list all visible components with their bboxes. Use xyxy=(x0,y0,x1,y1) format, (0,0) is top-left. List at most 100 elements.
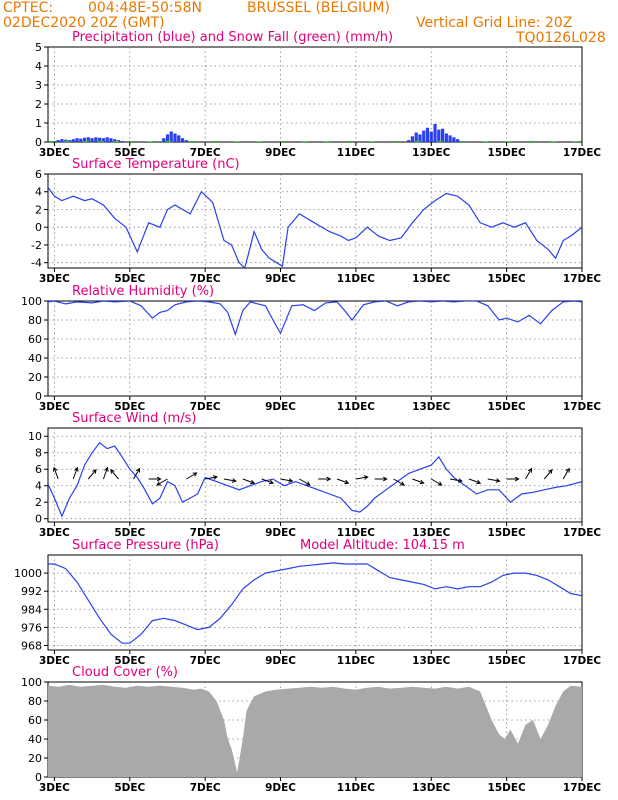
wind-arrow-shaft xyxy=(487,478,500,482)
panel-title-cloud: Cloud Cover (%) xyxy=(72,665,178,680)
x-tick-label: 15DEC xyxy=(488,782,527,794)
wind-arrow-head xyxy=(156,476,162,482)
wind-arrow-head xyxy=(213,475,219,480)
x-tick-label: 11DEC xyxy=(337,273,376,285)
wind-arrow xyxy=(355,475,369,480)
x-tick-label: 17DEC xyxy=(563,655,602,667)
snow-bar xyxy=(459,141,466,142)
wind-arrow-shaft xyxy=(581,478,582,479)
snow-bar xyxy=(113,141,120,142)
precip-bar xyxy=(444,133,448,142)
precip-bar xyxy=(169,131,173,142)
y-tick-label: 2 xyxy=(35,203,42,216)
header-coords: 004:48E-50:58N xyxy=(88,0,202,16)
wind-arrow xyxy=(525,467,533,480)
x-tick-label: 3DEC xyxy=(39,782,70,794)
header-source: CPTEC: xyxy=(3,0,54,16)
snow-bar xyxy=(391,141,398,142)
wind-arrow-head xyxy=(305,481,311,486)
wind-arrow-head xyxy=(135,467,140,473)
panel-title-precip: Precipitation (blue) and Snow Fall (gree… xyxy=(72,30,393,45)
x-tick-label: 3DEC xyxy=(39,527,70,539)
wind-arrow-shaft xyxy=(412,478,424,484)
y-tick-label: 968 xyxy=(21,639,42,652)
y-tick-label: 100 xyxy=(21,676,42,689)
x-tick-label: 3DEC xyxy=(39,147,70,159)
wind-arrow-head xyxy=(250,479,256,485)
y-tick-label: 976 xyxy=(21,621,42,634)
wind-arrow xyxy=(450,478,463,483)
wind-arrow-head xyxy=(110,468,115,474)
snow-bar xyxy=(550,141,557,142)
wind-arrow xyxy=(562,467,570,480)
wind-arrow-shaft xyxy=(355,476,368,480)
precip-bar xyxy=(448,135,452,142)
panel-title-temp: Surface Temperature (nC) xyxy=(72,157,240,172)
wind-arrow-head xyxy=(268,479,274,485)
snow-bar xyxy=(64,141,71,142)
x-tick-label: 5DEC xyxy=(114,273,145,285)
x-tick-label: 3DEC xyxy=(39,273,70,285)
header-code: TQ0126L028 xyxy=(516,30,606,46)
wind-arrow-head xyxy=(74,466,79,472)
series-line-wind xyxy=(48,441,582,518)
precip-bar xyxy=(82,137,87,142)
precip-bar xyxy=(79,138,83,142)
wind-arrow xyxy=(487,478,501,483)
precip-bar xyxy=(86,137,90,142)
wind-arrow xyxy=(336,478,350,485)
precip-bar xyxy=(105,137,109,142)
wind-arrow-head xyxy=(288,478,294,483)
wind-arrow xyxy=(374,476,388,482)
precip-bar xyxy=(113,139,117,142)
wind-arrow-shaft xyxy=(223,478,236,482)
wind-arrow xyxy=(412,478,425,485)
precip-bar xyxy=(418,134,422,142)
y-tick-label: 20 xyxy=(28,371,42,384)
x-tick-label: 13DEC xyxy=(412,782,451,794)
x-tick-label: 9DEC xyxy=(265,401,296,413)
plot-area-pressure xyxy=(48,562,582,644)
panel-temp: -4 -2 0 2 4 6 3DEC 5DEC 7DEC 9DEC 11DEC 13DEC 15DEC 1… xyxy=(31,157,601,285)
precip-bar xyxy=(94,137,98,142)
precip-bar xyxy=(56,140,60,142)
wind-arrow-shaft xyxy=(186,472,197,480)
panel-title-rh: Relative Humidity (%) xyxy=(72,284,214,299)
y-tick-label: 3 xyxy=(35,79,42,92)
x-tick-label: 15DEC xyxy=(488,273,527,285)
wind-arrow-head xyxy=(399,481,405,486)
precip-bar xyxy=(98,137,102,142)
x-tick-label: 17DEC xyxy=(563,527,602,539)
y-tick-label: 6 xyxy=(35,463,42,476)
snow-bar xyxy=(505,141,512,142)
precip-bar xyxy=(422,130,426,142)
snow-bar xyxy=(346,141,353,142)
x-tick-label: 9DEC xyxy=(265,147,296,159)
y-tick-label: 100 xyxy=(21,295,42,308)
precip-bar xyxy=(177,135,181,142)
wind-arrow-shaft xyxy=(261,478,274,484)
x-tick-label: 15DEC xyxy=(488,147,527,159)
y-tick-label: 80 xyxy=(28,314,42,327)
wind-arrow-shaft xyxy=(242,478,255,484)
wind-arrow-head xyxy=(156,481,162,486)
precip-bar xyxy=(180,138,185,142)
snow-bar xyxy=(188,141,195,142)
x-tick-label: 15DEC xyxy=(488,655,527,667)
x-tick-label: 7DEC xyxy=(190,527,221,539)
wind-arrow xyxy=(102,466,109,480)
snow-bar xyxy=(98,140,105,142)
y-tick-label: 0 xyxy=(35,221,42,234)
panel-frame xyxy=(47,46,583,143)
x-tick-label: 17DEC xyxy=(563,273,602,285)
series-line-temp xyxy=(48,186,582,268)
x-tick-label: 17DEC xyxy=(563,782,602,794)
wind-arrow-head xyxy=(326,476,332,482)
y-tick-label: 40 xyxy=(28,352,42,365)
snow-bar xyxy=(211,141,218,142)
y-tick-label: 1000 xyxy=(14,567,42,580)
snow-bar xyxy=(233,141,240,142)
panel-frame xyxy=(47,173,583,269)
precip-bar xyxy=(184,140,188,142)
wind-arrow-head xyxy=(457,478,463,483)
